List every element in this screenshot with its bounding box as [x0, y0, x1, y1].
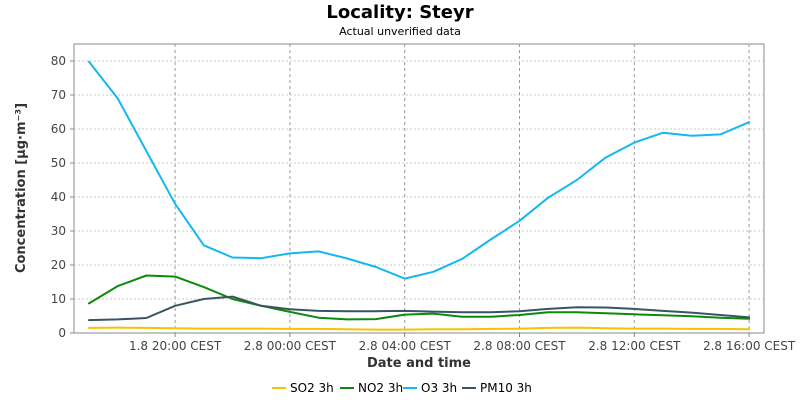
legend-label-so2-3h: SO2 3h [290, 381, 334, 395]
legend: SO2 3h NO2 3h O3 3h PM10 3h [272, 381, 532, 395]
y-tick-label: 20 [51, 258, 66, 272]
y-tick-label: 10 [51, 292, 66, 306]
y-tick-label: 50 [51, 156, 66, 170]
y-tick-label: 70 [51, 88, 66, 102]
x-tick-label: 1.8 20:00 CEST [129, 339, 222, 353]
x-tick-label: 2.8 16:00 CEST [703, 339, 796, 353]
plot-area [73, 43, 765, 334]
x-tick-label: 2.8 12:00 CEST [588, 339, 681, 353]
y-tick-label: 80 [51, 54, 66, 68]
y-axis: 0 10 20 30 40 50 60 70 80 [51, 54, 74, 340]
y-tick-label: 30 [51, 224, 66, 238]
y-tick-label: 60 [51, 122, 66, 136]
x-tick-label: 2.8 04:00 CEST [359, 339, 452, 353]
chart-subtitle: Actual unverified data [339, 25, 461, 38]
x-axis: 1.8 20:00 CEST 2.8 00:00 CEST 2.8 04:00 CE… [129, 333, 796, 353]
x-tick-label: 2.8 00:00 CEST [244, 339, 337, 353]
series-line-pm10-3h [88, 295, 751, 322]
y-axis-title: Concentration [µg·m⁻³] [14, 103, 29, 273]
series-line-so2-3h [88, 326, 751, 331]
legend-label-no2-3h: NO2 3h [358, 381, 403, 395]
y-tick-label: 0 [58, 326, 66, 340]
x-axis-title: Date and time [367, 356, 471, 371]
series-lines [88, 60, 751, 331]
legend-label-o3-3h: O3 3h [421, 381, 457, 395]
legend-label-pm10-3h: PM10 3h [480, 381, 532, 395]
y-tick-label: 40 [51, 190, 66, 204]
chart-title: Locality: Steyr [326, 2, 474, 23]
x-tick-label: 2.8 08:00 CEST [473, 339, 566, 353]
series-line-o3-3h [88, 60, 751, 280]
grid-lines [74, 44, 764, 333]
series-line-no2-3h [88, 274, 751, 321]
